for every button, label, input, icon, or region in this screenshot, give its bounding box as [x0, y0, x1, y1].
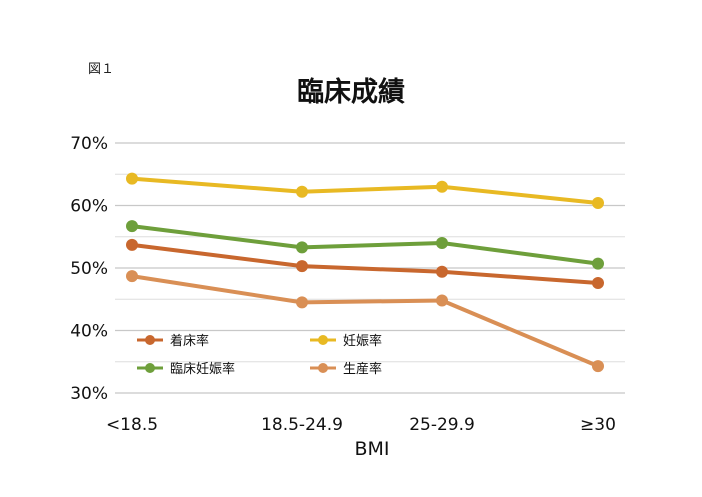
data-point [592, 360, 604, 373]
series-group [126, 172, 604, 209]
figure-label: 図１ [88, 62, 115, 77]
data-point [296, 241, 308, 254]
series-group [126, 220, 604, 270]
y-axis-ticks: 30% 40% 50% 60% 70% [70, 134, 108, 404]
legend-label: 臨床妊娠率 [170, 361, 235, 377]
data-point [592, 197, 604, 209]
data-point [296, 296, 308, 309]
legend-label: 生産率 [343, 361, 382, 377]
x-tick-label: ≥30 [580, 415, 616, 435]
gridlines [115, 142, 625, 394]
data-point [126, 220, 138, 233]
legend-label: 着床率 [170, 333, 209, 349]
legend-marker-swatch [318, 335, 328, 345]
data-point [126, 270, 138, 283]
x-axis-ticks: <18.5 18.5-24.9 25-29.9 ≥30 [106, 415, 616, 435]
series-line [130, 274, 600, 369]
y-tick-label: 70% [70, 134, 108, 154]
x-tick-label: 18.5-24.9 [261, 415, 343, 435]
data-point [592, 257, 604, 270]
legend-label: 妊娠率 [343, 333, 382, 349]
legend-entry: 生産率 [310, 361, 382, 377]
data-point [296, 185, 308, 198]
y-tick-label: 40% [70, 322, 108, 342]
legend-entry: 着床率 [137, 333, 209, 349]
series-group [126, 238, 604, 289]
legend-marker-swatch [145, 335, 155, 345]
y-tick-label: 30% [70, 384, 108, 404]
data-point [126, 238, 138, 251]
data-point [436, 294, 448, 307]
data-point [436, 237, 448, 249]
series-line [130, 242, 600, 285]
series-line [130, 176, 600, 205]
legend-entry: 妊娠率 [310, 333, 382, 349]
data-point [126, 172, 138, 185]
data-point [436, 180, 448, 193]
y-tick-label: 50% [70, 259, 108, 279]
x-axis-label: BMI [354, 438, 389, 460]
series-group [126, 270, 604, 373]
legend-marker-swatch [318, 363, 328, 373]
data-point [296, 260, 308, 273]
series-line [130, 224, 600, 266]
y-tick-label: 60% [70, 197, 108, 217]
series-lines [126, 172, 604, 373]
data-point [436, 265, 448, 278]
legend-entry: 臨床妊娠率 [137, 361, 235, 377]
legend-marker-swatch [145, 363, 155, 373]
x-tick-label: 25-29.9 [409, 415, 475, 435]
data-point [592, 277, 604, 289]
x-tick-label: <18.5 [106, 415, 158, 435]
chart-title: 臨床成績 [297, 77, 405, 108]
